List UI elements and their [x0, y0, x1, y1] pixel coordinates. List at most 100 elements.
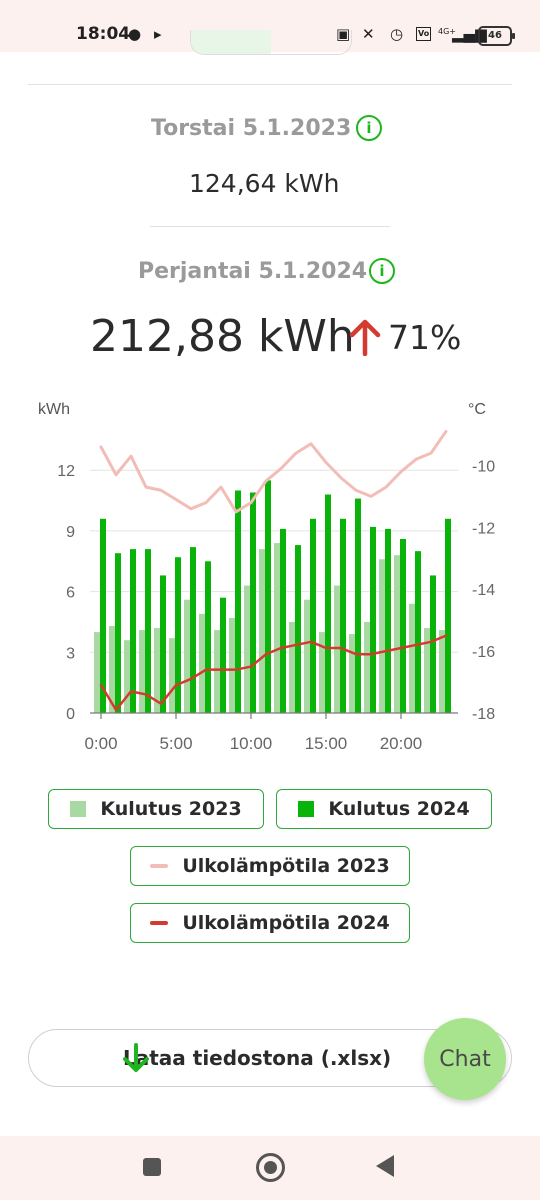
view-toggle[interactable]: [190, 30, 352, 55]
bar-2023: [289, 621, 295, 713]
day1-info-icon[interactable]: i: [356, 115, 382, 141]
bar-2024: [100, 518, 106, 713]
chat-label: Chat: [439, 1046, 491, 1072]
network-type: 4G+: [438, 27, 456, 36]
recent-apps-icon[interactable]: [143, 1158, 161, 1176]
x-tick-label: 10:00: [230, 734, 273, 753]
y-right-tick-label: -12: [472, 520, 495, 537]
bar-2023: [424, 628, 430, 713]
bar-2024: [145, 549, 151, 713]
bar-2023: [124, 640, 130, 713]
bar-2023: [229, 617, 235, 713]
bar-2023: [259, 549, 265, 713]
legend-swatch-2024-bar: [298, 801, 315, 817]
bar-2023: [379, 559, 385, 713]
bar-2024: [310, 518, 316, 713]
top-divider: [28, 84, 512, 85]
chat-bubble-icon: ●: [128, 25, 142, 43]
bar-2023: [394, 555, 400, 713]
download-xlsx-button[interactable]: Lataa tiedostona (.xlsx): [28, 1029, 512, 1087]
bar-2024: [370, 526, 376, 713]
download-arrow-icon: [123, 1043, 149, 1072]
bar-2023: [439, 630, 445, 713]
bar-2023: [349, 634, 355, 713]
bar-2024: [400, 539, 406, 713]
bar-2024: [205, 561, 211, 713]
bar-2024: [355, 498, 361, 713]
bar-2024: [190, 547, 196, 713]
y-left-tick-label: 6: [66, 585, 75, 602]
bar-2024: [430, 575, 436, 713]
alarm-icon: ◷: [390, 25, 404, 43]
status-time: 18:04: [76, 24, 131, 44]
bar-2024: [415, 551, 421, 713]
bar-2024: [295, 545, 301, 713]
consumption-chart: 0 3 6 9 12 -10 -12 -14 -16 -18 0:00 5:00 10:00 15:00 2…: [38, 401, 495, 753]
bar-2024: [220, 597, 226, 713]
legend-kulutus-2023[interactable]: Kulutus 2023: [48, 789, 264, 829]
change-percent: 71%: [388, 318, 462, 357]
bar-2024: [340, 518, 346, 713]
bar-2024: [280, 528, 286, 713]
bars-2024: [100, 480, 451, 713]
day2-info-icon[interactable]: i: [369, 258, 395, 284]
temperature-line-2024: [99, 634, 448, 712]
back-icon[interactable]: [376, 1155, 394, 1177]
bar-2023: [409, 603, 415, 713]
y-left-tick-label: 9: [66, 524, 75, 541]
bar-2023: [274, 543, 280, 713]
bar-2024: [250, 492, 256, 713]
x-tick-label: 0:00: [84, 734, 117, 753]
y-right-tick-label: -14: [472, 582, 495, 599]
bar-2024: [445, 518, 451, 713]
legend-ulkolampotila-2024[interactable]: Ulkolämpötila 2024: [130, 903, 410, 943]
legend-swatch-2023-line: [150, 864, 169, 868]
download-label: Lataa tiedostona (.xlsx): [123, 1046, 392, 1070]
day1-kwh: 124,64 kWh: [189, 169, 340, 198]
bar-2023: [214, 630, 220, 713]
legend-ulkolampotila-2023[interactable]: Ulkolämpötila 2023: [130, 846, 410, 886]
bar-2023: [169, 638, 175, 713]
y-left-tick-label: 3: [66, 645, 75, 662]
bar-2024: [115, 553, 121, 713]
y-right-axis-label: °C: [468, 401, 486, 418]
legend-swatch-2024-line: [150, 921, 169, 925]
x-tick-label: 5:00: [159, 734, 192, 753]
y-right-tick-label: -16: [472, 644, 495, 661]
temperature-lines: [99, 429, 448, 712]
y-left-axis-label: kWh: [38, 401, 70, 418]
y-right-tick-label: -10: [472, 458, 495, 475]
legend-swatch-2023-bar: [70, 801, 87, 817]
bar-2024: [385, 528, 391, 713]
bar-2023: [109, 626, 115, 713]
bar-2024: [325, 494, 331, 713]
bar-2023: [304, 599, 310, 713]
bar-2023: [154, 628, 160, 713]
home-icon[interactable]: [256, 1153, 285, 1182]
bar-2023: [364, 621, 370, 713]
battery-icon: 46: [478, 26, 515, 46]
legend-kulutus-2024[interactable]: Kulutus 2024: [276, 789, 492, 829]
temperature-line-2023: [99, 429, 448, 514]
day2-title: Perjantai 5.1.2024: [138, 259, 368, 284]
legend-label: Kulutus 2023: [100, 798, 242, 820]
legend-label: Kulutus 2024: [328, 798, 470, 820]
bar-2024: [130, 549, 136, 713]
bar-2024: [175, 557, 181, 713]
bar-2023: [244, 585, 250, 713]
y-right-tick-label: -18: [472, 706, 495, 723]
play-icon: ▸: [154, 25, 162, 43]
view-toggle-active[interactable]: [191, 30, 271, 54]
middle-divider: [150, 226, 390, 227]
bar-2024: [160, 575, 166, 713]
y-left-tick-label: 0: [66, 706, 75, 723]
increase-arrow-icon: [349, 319, 381, 356]
chart-axes: 0 3 6 9 12 -10 -12 -14 -16 -18 0:00 5:00 10:00 15:00 2…: [57, 458, 495, 753]
chat-button[interactable]: Chat: [424, 1018, 506, 1100]
bar-2023: [184, 599, 190, 713]
x-tick-label: 20:00: [380, 734, 423, 753]
bar-2023: [319, 632, 325, 713]
mute-icon: ✕: [362, 25, 375, 43]
legend-label: Ulkolämpötila 2023: [182, 855, 390, 877]
bar-2024: [235, 490, 241, 713]
